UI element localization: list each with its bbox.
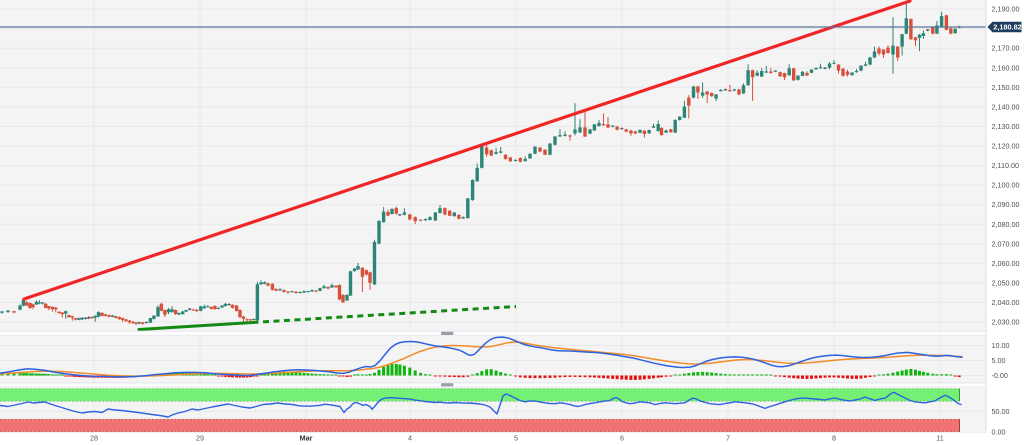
svg-text:28: 28 (90, 433, 98, 442)
svg-text:2,170.00: 2,170.00 (992, 44, 1020, 53)
svg-text:4: 4 (408, 433, 412, 442)
svg-text:2,060.00: 2,060.00 (992, 259, 1020, 268)
svg-text:2,190.00: 2,190.00 (992, 5, 1020, 14)
svg-text:5.00: 5.00 (992, 356, 1006, 365)
svg-text:2,120.00: 2,120.00 (992, 142, 1020, 151)
svg-text:2,110.00: 2,110.00 (992, 161, 1019, 170)
svg-text:6: 6 (620, 433, 624, 442)
svg-text:2,160.00: 2,160.00 (992, 63, 1020, 72)
svg-text:2,090.00: 2,090.00 (992, 200, 1020, 209)
svg-text:5: 5 (514, 433, 518, 442)
svg-text:2,070.00: 2,070.00 (992, 239, 1020, 248)
svg-text:2,100.00: 2,100.00 (992, 181, 1020, 190)
svg-text:2,130.00: 2,130.00 (992, 122, 1020, 131)
svg-text:2,040.00: 2,040.00 (992, 298, 1020, 307)
svg-text:29: 29 (196, 433, 204, 442)
svg-text:10.00: 10.00 (992, 341, 1010, 350)
svg-text:50.00: 50.00 (992, 407, 1010, 416)
svg-text:2,080.00: 2,080.00 (992, 220, 1020, 229)
svg-text:11: 11 (936, 433, 943, 442)
svg-text:2,140.00: 2,140.00 (992, 102, 1020, 111)
svg-text:Mar: Mar (300, 433, 313, 442)
svg-text:0.00: 0.00 (992, 428, 1006, 437)
svg-text:-0.00: -0.00 (992, 371, 1008, 380)
svg-text:2,180.82: 2,180.82 (993, 23, 1021, 32)
svg-text:2,050.00: 2,050.00 (992, 278, 1020, 287)
svg-text:2,030.00: 2,030.00 (992, 318, 1020, 327)
svg-text:8: 8 (832, 433, 836, 442)
svg-text:2,150.00: 2,150.00 (992, 83, 1020, 92)
svg-text:7: 7 (726, 433, 730, 442)
